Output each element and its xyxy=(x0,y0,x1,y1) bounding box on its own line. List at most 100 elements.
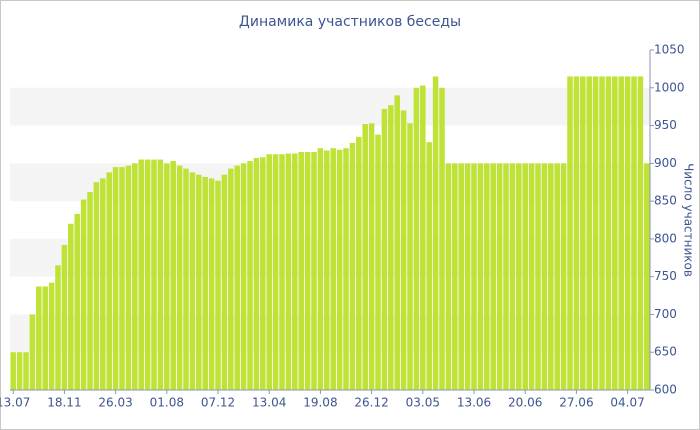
bar xyxy=(93,182,100,390)
x-tick-label: 13.04 xyxy=(252,396,286,410)
y-tick-label: 950 xyxy=(654,118,677,132)
bar xyxy=(637,76,644,390)
x-tick-label: 07.12 xyxy=(201,396,235,410)
bar xyxy=(458,163,464,390)
bar xyxy=(138,159,144,390)
bar xyxy=(618,76,624,390)
bar xyxy=(208,178,215,390)
bar xyxy=(381,108,388,390)
bar xyxy=(157,159,164,390)
bar xyxy=(48,282,55,390)
bar xyxy=(304,152,311,390)
bar xyxy=(362,124,368,391)
bar xyxy=(253,158,260,390)
bar xyxy=(87,192,93,390)
grid-band xyxy=(10,238,650,277)
bar xyxy=(471,163,477,390)
bar xyxy=(592,76,599,390)
bar xyxy=(16,352,23,390)
bar xyxy=(516,163,522,390)
bar xyxy=(42,286,48,390)
bar xyxy=(247,161,253,390)
bar xyxy=(266,154,272,390)
bar xyxy=(272,154,279,390)
bar xyxy=(464,163,471,390)
bar xyxy=(420,85,426,390)
bar xyxy=(541,163,548,390)
x-tick-label: 01.08 xyxy=(150,396,184,410)
bar xyxy=(490,163,496,390)
bar xyxy=(484,163,490,390)
bar xyxy=(548,163,554,390)
bar xyxy=(560,163,567,390)
y-tick-label: 700 xyxy=(654,307,677,321)
bar xyxy=(503,163,509,390)
bar xyxy=(68,223,74,390)
bar xyxy=(132,163,138,390)
y-tick-label: 850 xyxy=(654,194,677,208)
bar xyxy=(439,87,445,391)
bar xyxy=(228,168,234,390)
bar xyxy=(567,76,573,390)
x-tick-label: 04.07 xyxy=(610,396,644,410)
bar xyxy=(164,163,170,390)
bar xyxy=(189,172,196,390)
x-tick-label: 26.03 xyxy=(98,396,132,410)
bar xyxy=(324,150,330,390)
bar xyxy=(522,163,528,390)
x-tick-label: 19.08 xyxy=(303,396,337,410)
bar xyxy=(612,76,618,390)
bar xyxy=(528,163,535,390)
bar xyxy=(356,136,362,390)
grid-band xyxy=(10,163,650,202)
bar xyxy=(445,163,452,390)
bar xyxy=(330,148,336,390)
x-tick-label: 03.05 xyxy=(406,396,440,410)
y-tick-label: 800 xyxy=(654,231,677,245)
bar xyxy=(349,142,356,390)
x-tick-label: 27.06 xyxy=(559,396,593,410)
bar xyxy=(394,95,400,390)
x-tick-label: 13.06 xyxy=(457,396,491,410)
bar xyxy=(624,76,631,390)
chart-title: Динамика участников беседы xyxy=(239,14,461,30)
y-tick-label: 750 xyxy=(654,269,677,283)
bar xyxy=(477,163,484,390)
y-tick-label: 900 xyxy=(654,156,677,170)
bar xyxy=(496,163,503,390)
grid-band xyxy=(10,87,650,126)
bar xyxy=(400,110,407,390)
bar xyxy=(368,123,375,391)
y-tick-label: 1000 xyxy=(654,80,685,94)
y-tick-label: 650 xyxy=(654,345,677,359)
bar xyxy=(426,142,432,390)
bar xyxy=(23,352,29,390)
bar xyxy=(196,174,202,390)
bar xyxy=(432,76,439,390)
bar xyxy=(202,176,208,390)
bar xyxy=(631,76,637,390)
bar xyxy=(509,163,516,390)
bar xyxy=(586,76,592,390)
bar xyxy=(112,167,119,390)
bar xyxy=(554,163,560,390)
x-tick-label: 18.11 xyxy=(47,396,81,410)
bar xyxy=(29,314,36,390)
bar xyxy=(452,163,458,390)
bar xyxy=(36,286,42,390)
bar xyxy=(279,154,285,390)
bar xyxy=(125,165,132,390)
y-axis-title: Число участников xyxy=(682,163,696,277)
bar xyxy=(343,148,349,390)
bar xyxy=(215,180,221,390)
bar xyxy=(298,152,304,390)
bar xyxy=(336,149,343,390)
bar xyxy=(221,174,228,390)
bar xyxy=(55,265,61,390)
bar xyxy=(580,76,586,390)
x-tick-label: 13.07 xyxy=(0,396,30,410)
bar xyxy=(144,159,151,390)
bar xyxy=(74,213,80,390)
bar xyxy=(10,352,16,390)
